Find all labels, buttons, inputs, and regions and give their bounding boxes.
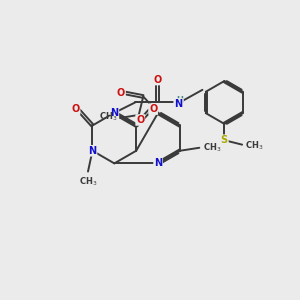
Text: O: O <box>117 88 125 98</box>
Text: N: N <box>110 108 118 118</box>
Text: CH$_3$: CH$_3$ <box>79 175 97 188</box>
Text: N: N <box>154 158 162 168</box>
Text: O: O <box>149 104 157 114</box>
Text: O: O <box>153 75 162 85</box>
Text: S: S <box>221 135 228 145</box>
Text: N: N <box>88 146 97 156</box>
Text: N: N <box>174 99 182 109</box>
Text: CH$_3$: CH$_3$ <box>203 142 221 154</box>
Text: O: O <box>136 115 144 125</box>
Text: H: H <box>176 96 183 105</box>
Text: CH$_3$: CH$_3$ <box>245 140 264 152</box>
Text: O: O <box>71 104 80 114</box>
Text: CH$_3$: CH$_3$ <box>99 110 117 123</box>
